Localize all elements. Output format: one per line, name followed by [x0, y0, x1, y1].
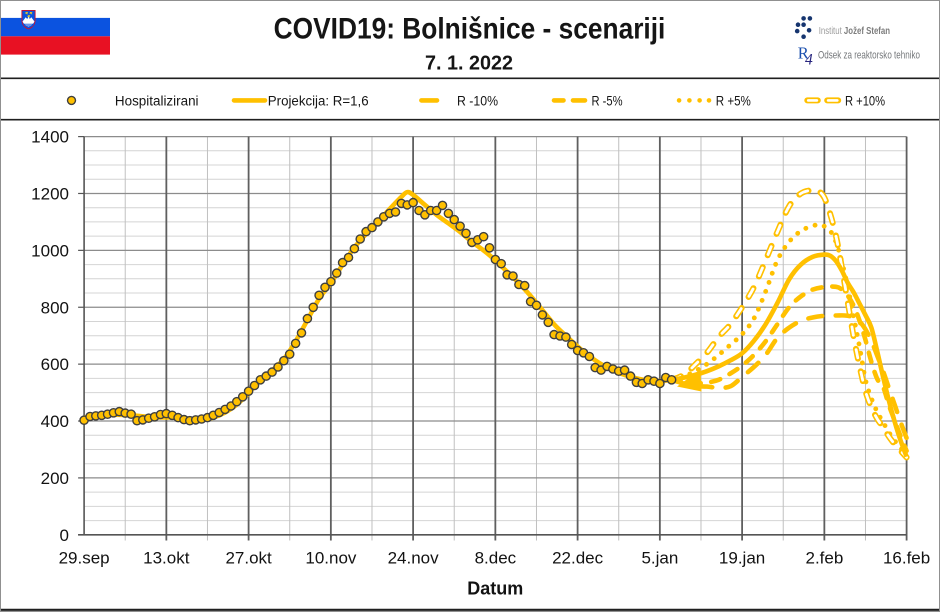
svg-text:R -10%: R -10% — [457, 93, 498, 109]
svg-text:0: 0 — [60, 526, 69, 545]
svg-text:2.feb: 2.feb — [805, 549, 843, 568]
svg-text:400: 400 — [41, 412, 69, 431]
svg-text:1200: 1200 — [31, 185, 69, 204]
svg-text:200: 200 — [41, 469, 69, 488]
svg-text:7. 1. 2022: 7. 1. 2022 — [425, 52, 513, 74]
svg-text:Projekcija: R=1,6: Projekcija: R=1,6 — [268, 93, 369, 108]
svg-text:R +5%: R +5% — [716, 92, 751, 108]
svg-text:13.okt: 13.okt — [143, 549, 190, 568]
svg-text:19.jan: 19.jan — [719, 549, 765, 568]
svg-text:Institut Jožef Stefan: Institut Jožef Stefan — [819, 25, 890, 36]
svg-text:8.dec: 8.dec — [475, 549, 517, 568]
svg-text:1400: 1400 — [31, 128, 69, 147]
svg-text:5.jan: 5.jan — [641, 549, 678, 568]
svg-text:COVID19: Bolnišnice - scenarij: COVID19: Bolnišnice - scenariji — [274, 12, 666, 45]
svg-text:22.dec: 22.dec — [552, 549, 604, 568]
svg-text:Hospitalizirani: Hospitalizirani — [115, 93, 199, 108]
svg-text:R: R — [798, 44, 809, 63]
svg-text:Odsek za reaktorsko tehniko: Odsek za reaktorsko tehniko — [818, 48, 920, 60]
svg-text:16.feb: 16.feb — [883, 549, 930, 568]
svg-text:Datum: Datum — [467, 579, 523, 599]
svg-text:29.sep: 29.sep — [59, 549, 110, 568]
svg-text:4: 4 — [805, 52, 813, 69]
svg-text:R +10%: R +10% — [845, 93, 885, 108]
svg-text:10.nov: 10.nov — [305, 549, 357, 568]
svg-text:R -5%: R -5% — [592, 93, 623, 108]
svg-text:24.nov: 24.nov — [388, 549, 440, 568]
svg-text:27.okt: 27.okt — [225, 549, 272, 568]
svg-text:800: 800 — [41, 298, 69, 317]
svg-text:600: 600 — [41, 355, 69, 374]
svg-text:1000: 1000 — [31, 241, 69, 260]
